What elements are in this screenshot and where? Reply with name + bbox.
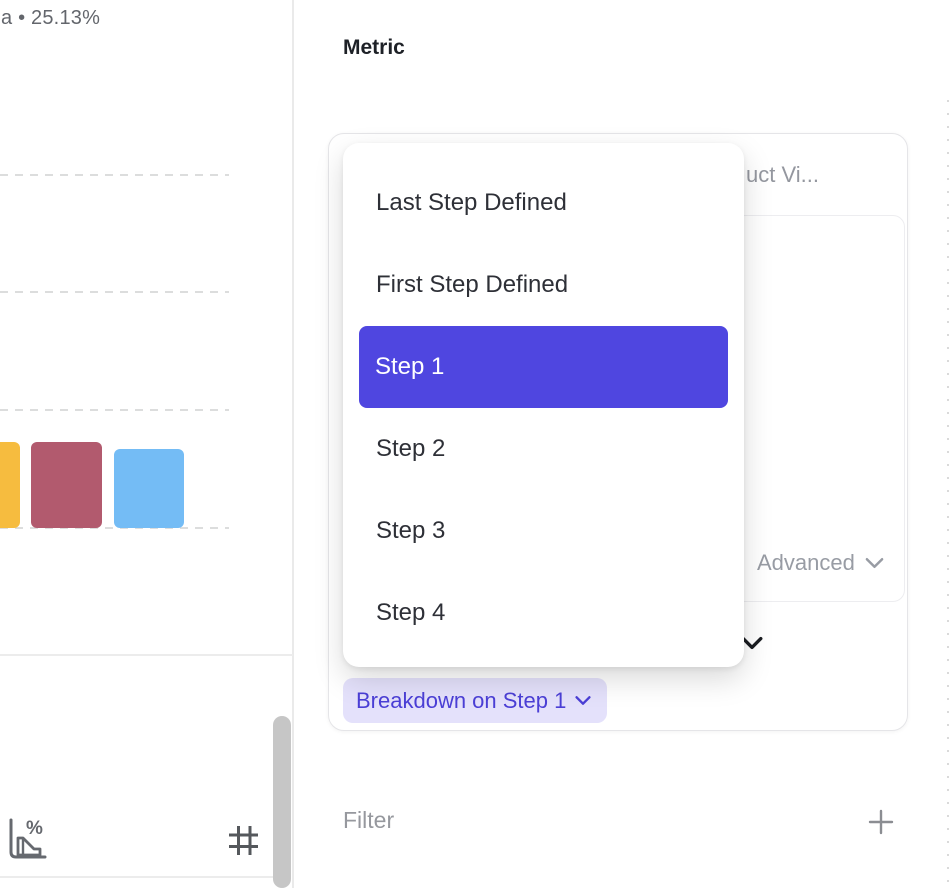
chevron-down-icon <box>865 557 884 569</box>
funnel-bar[interactable] <box>31 442 102 528</box>
advanced-label: Advanced <box>757 550 855 575</box>
event-name-truncated[interactable]: uct Vi... <box>746 162 819 187</box>
dropdown-item-first-step-defined[interactable]: First Step Defined <box>376 271 569 298</box>
chart-gridline <box>0 174 229 176</box>
dropdown-item-step-3[interactable]: Step 3 <box>376 517 446 544</box>
chart-footer-divider <box>0 654 293 656</box>
dropdown-item-step-1[interactable]: Step 1 <box>359 326 728 408</box>
chart-percent-icon[interactable]: % <box>6 816 48 869</box>
chart-gridline <box>0 409 229 411</box>
breakdown-button[interactable]: Breakdown on Step 1 <box>343 678 608 723</box>
hash-grid-icon[interactable] <box>226 823 261 863</box>
breakdown-label: Breakdown on Step 1 <box>356 687 567 713</box>
series-legend-label: a • 25.13% <box>1 7 101 29</box>
chart-gridline <box>0 291 229 293</box>
filter-section-title: Filter <box>343 807 395 833</box>
funnel-bar[interactable] <box>0 442 20 528</box>
metric-section-title: Metric <box>343 36 405 59</box>
advanced-toggle[interactable]: Advanced <box>757 550 884 576</box>
bottom-divider <box>0 876 273 878</box>
scrollbar-thumb[interactable] <box>273 716 291 888</box>
step-dropdown-menu: Last Step Defined First Step Defined Step … <box>343 143 744 667</box>
dropdown-item-last-step-defined[interactable]: Last Step Defined <box>376 189 567 216</box>
drop-zone-dotted-edge <box>947 100 949 888</box>
dropdown-item-step-2[interactable]: Step 2 <box>376 435 446 462</box>
funnel-bar[interactable] <box>114 449 184 528</box>
plus-icon[interactable] <box>867 808 895 836</box>
dropdown-item-step-4[interactable]: Step 4 <box>376 599 446 626</box>
panel-divider <box>292 0 294 888</box>
chevron-down-icon <box>575 695 591 706</box>
svg-text:%: % <box>26 818 43 839</box>
chart-baseline <box>0 527 229 529</box>
chevron-down-icon[interactable] <box>741 636 763 655</box>
